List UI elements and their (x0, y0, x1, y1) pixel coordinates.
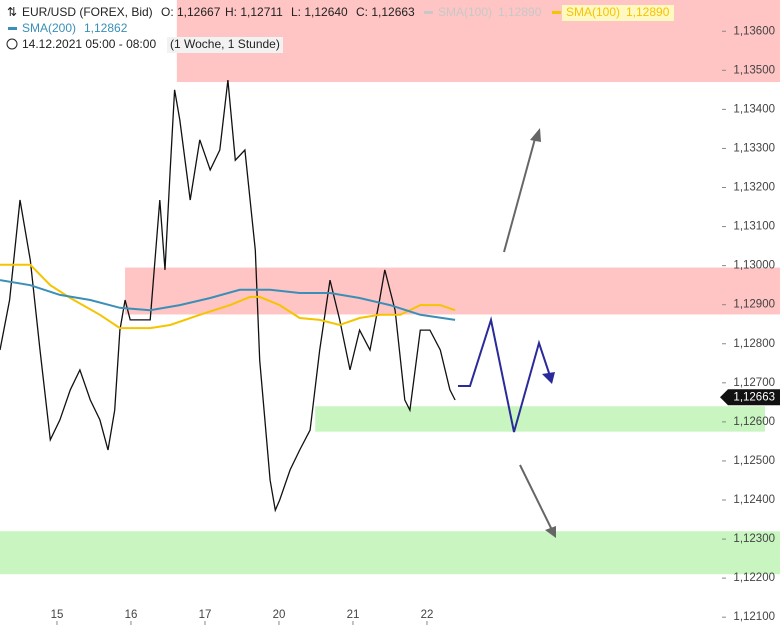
y-tick-label: 1,13300 (733, 142, 775, 154)
legend-name: SMA(200) (22, 21, 76, 35)
ohlc: H: 1,12711 (225, 5, 283, 19)
ohlc: C: 1,12663 (356, 5, 415, 19)
legend-value: 1,12890 (498, 5, 542, 19)
legend-swatch (8, 27, 17, 30)
y-tick-label: 1,13200 (733, 182, 775, 194)
period: (1 Woche, 1 Stunde) (170, 37, 280, 51)
arrow-head (545, 526, 556, 538)
price-line (0, 80, 456, 513)
arrow-up (503, 134, 537, 253)
zone (315, 406, 765, 432)
legend-name: SMA(100) (566, 5, 620, 19)
sma-line (0, 279, 456, 321)
legend-value: 1,12890 (626, 5, 670, 19)
clock-icon (6, 38, 18, 50)
y-tick-label: 1,12700 (733, 377, 775, 389)
x-tick-label: 16 (125, 609, 138, 621)
symbol: EUR/USD (FOREX, Bid) (22, 5, 153, 19)
icon: ⇅ (7, 5, 17, 19)
x-tick-label: 15 (51, 609, 64, 621)
ohlc: L: 1,12640 (291, 5, 348, 19)
y-tick-label: 1,13100 (733, 221, 775, 233)
axes: 1,13600 1,13500 1,13400 1,13300 1,13200 1,131… (51, 25, 780, 625)
arrow-head (542, 372, 555, 384)
y-tick-label: 1,12100 (733, 611, 775, 623)
ohlc: O: 1,12667 (161, 5, 221, 19)
x-tick-label: 22 (421, 609, 434, 621)
sma-line (0, 263, 456, 330)
arrow-head (530, 128, 541, 142)
scenario-path (458, 316, 551, 433)
arrow-down (519, 464, 553, 531)
price-marker-label: 1,12663 (733, 391, 775, 403)
legend-swatch (424, 11, 433, 14)
y-tick-label: 1,13500 (733, 64, 775, 76)
y-tick-label: 1,12200 (733, 572, 775, 584)
period-box (167, 37, 283, 53)
y-tick-label: 1,13000 (733, 260, 775, 272)
y-tick-label: 1,12500 (733, 455, 775, 467)
scenario-arrows (458, 128, 556, 538)
x-tick-label: 21 (347, 609, 360, 621)
y-tick-label: 1,12400 (733, 494, 775, 506)
y-tick-label: 1,13400 (733, 103, 775, 115)
y-tick-label: 1,13600 (733, 25, 775, 37)
date: 14.12.2021 05:00 - 08:00 (22, 37, 156, 51)
y-tick-label: 1,12800 (733, 338, 775, 350)
y-tick-label: 1,12600 (733, 416, 775, 428)
price-marker (720, 389, 780, 406)
plot (0, 80, 456, 513)
x-tick-label: 20 (273, 609, 286, 621)
legend-name: SMA(100) (438, 5, 492, 19)
x-tick-label: 17 (199, 609, 212, 621)
zone (0, 531, 780, 575)
legend-bg (562, 5, 674, 21)
zones (0, 0, 780, 575)
header: ⇅ EUR/USD (FOREX, Bid) O: 1,12667 H: 1,1… (6, 5, 674, 53)
y-tick-label: 1,12900 (733, 299, 775, 311)
legend-value: 1,12862 (84, 21, 128, 35)
y-tick-label: 1,12300 (733, 533, 775, 545)
legend-swatch (552, 11, 561, 14)
